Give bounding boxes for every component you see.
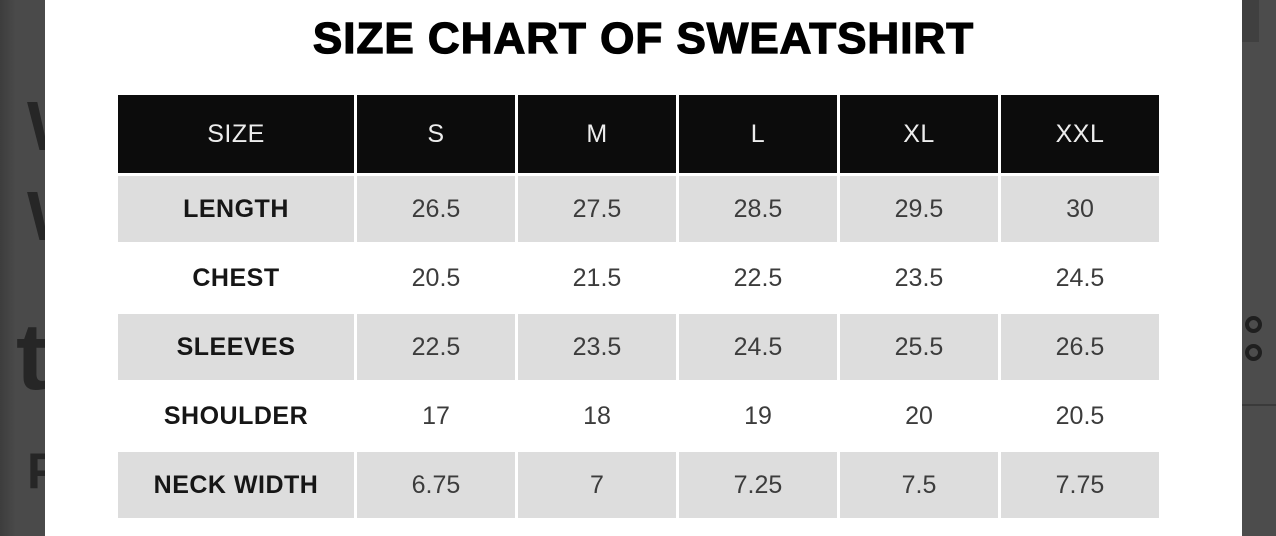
column-header-xxl: XXL	[1001, 95, 1159, 173]
row-label-chest: CHEST	[118, 245, 354, 311]
row-label-shoulder: SHOULDER	[118, 383, 354, 449]
table-cell: 27.5	[518, 176, 676, 242]
table-cell: 22.5	[357, 314, 515, 380]
column-header-s: S	[357, 95, 515, 173]
letter-fragment-t: t	[16, 304, 45, 410]
table-cell: 18	[518, 383, 676, 449]
table-cell: 29.5	[840, 176, 998, 242]
table-cell: 21.5	[518, 245, 676, 311]
table-cell: 30	[1001, 176, 1159, 242]
letter-fragment-o-upper	[1245, 316, 1262, 333]
table-cell: 20.5	[357, 245, 515, 311]
table-cell: 26.5	[1001, 314, 1159, 380]
row-label-sleeves: SLEEVES	[118, 314, 354, 380]
size-chart-image: SIZE CHART OF SWEATSHIRT SIZE S M L XL XXL LEN…	[45, 0, 1242, 536]
letter-fragment-w-lower: W	[27, 181, 45, 251]
background-divider-line	[1242, 404, 1276, 406]
table-cell: 22.5	[679, 245, 837, 311]
table-cell: 24.5	[1001, 245, 1159, 311]
table-cell: 19	[679, 383, 837, 449]
table-cell: 17	[357, 383, 515, 449]
letter-fragment-p: P	[27, 443, 45, 499]
background-dark-block	[1242, 0, 1259, 42]
table-cell: 7	[518, 452, 676, 518]
table-cell: 28.5	[679, 176, 837, 242]
table-cell: 7.75	[1001, 452, 1159, 518]
row-label-length: LENGTH	[118, 176, 354, 242]
letter-fragment-w-upper: W	[27, 91, 45, 161]
table-cell: 24.5	[679, 314, 837, 380]
column-header-l: L	[679, 95, 837, 173]
table-cell: 6.75	[357, 452, 515, 518]
table-cell: 20	[840, 383, 998, 449]
table-cell: 26.5	[357, 176, 515, 242]
table-cell: 7.25	[679, 452, 837, 518]
background-left-strip: W W t P	[0, 0, 45, 536]
column-header-size: SIZE	[118, 95, 354, 173]
table-cell: 25.5	[840, 314, 998, 380]
column-header-xl: XL	[840, 95, 998, 173]
table-cell: 7.5	[840, 452, 998, 518]
row-label-neck-width: NECK WIDTH	[118, 452, 354, 518]
table-cell: 23.5	[840, 245, 998, 311]
table-cell: 20.5	[1001, 383, 1159, 449]
size-chart-table: SIZE S M L XL XXL LENGTH 26.5 27.5 28.5 29.5 30 CHES…	[118, 95, 1159, 518]
page-title: SIZE CHART OF SWEATSHIRT	[312, 13, 975, 63]
letter-fragment-o-lower	[1245, 344, 1262, 361]
column-header-m: M	[518, 95, 676, 173]
table-cell: 23.5	[518, 314, 676, 380]
background-right-strip	[1242, 0, 1276, 536]
